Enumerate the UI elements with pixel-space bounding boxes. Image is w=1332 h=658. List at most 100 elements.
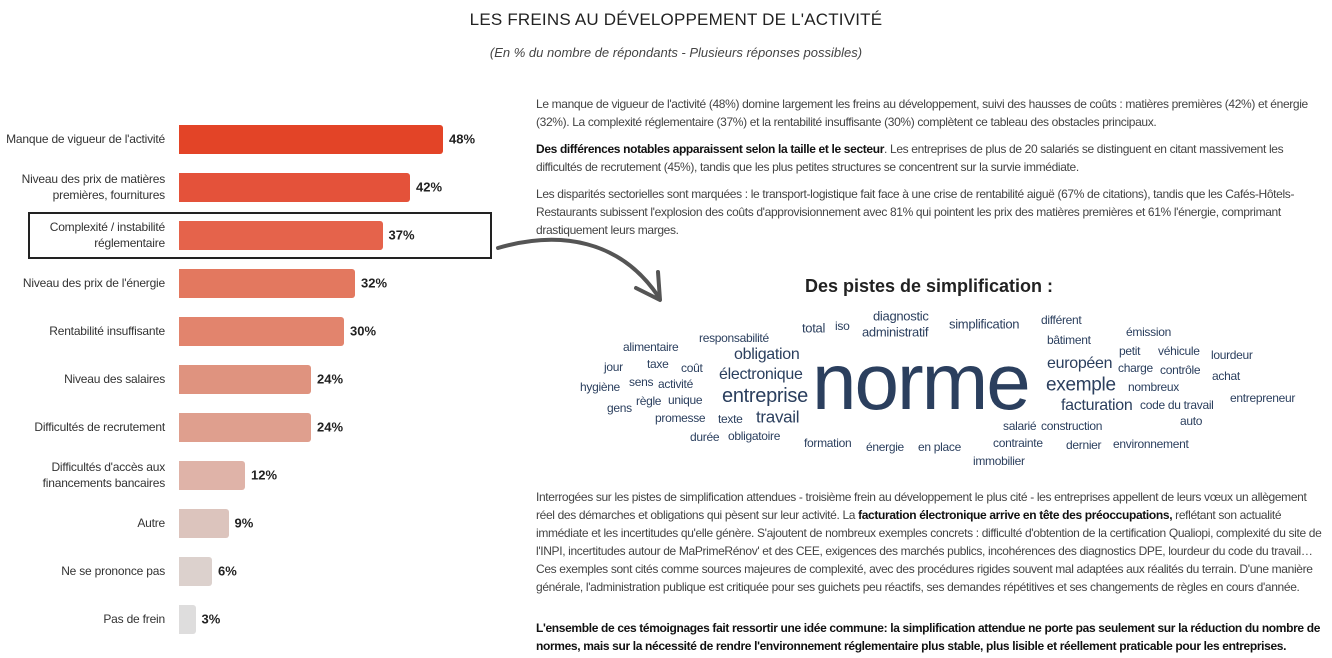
paragraph-simplification-b: reflétant son actualité immédiate et les… <box>536 508 1322 594</box>
cloud-word: véhicule <box>1158 344 1200 358</box>
cloud-word: électronique <box>719 366 803 383</box>
cloud-word: sens <box>629 375 654 389</box>
bar <box>179 173 410 202</box>
bar <box>179 413 311 442</box>
bar-value-label: 24% <box>317 371 344 387</box>
chart-subtitle: (En % du nombre de répondants - Plusieur… <box>489 45 863 60</box>
bar-value-label: 42% <box>416 179 443 195</box>
bar-value-label: 12% <box>251 467 278 483</box>
paragraph-differences: Des différences notables apparaissent se… <box>536 140 1326 176</box>
bar-label: Pas de frein <box>103 612 165 626</box>
cloud-word: simplification <box>949 316 1020 332</box>
cloud-word: activité <box>658 377 693 391</box>
cloud-word: dernier <box>1066 438 1102 452</box>
cloud-word: norme <box>812 337 1031 426</box>
highlight-box <box>28 212 492 259</box>
bar-label: Difficultés d'accès aux financements ban… <box>42 460 166 490</box>
cloud-word: contrainte <box>993 436 1043 450</box>
cloud-word: travail <box>756 407 800 427</box>
paragraph-sectors: Les disparités sectorielles sont marquée… <box>536 187 1295 237</box>
bar-value-label: 37% <box>388 227 415 243</box>
bar-label: Difficultés de recrutement <box>34 420 165 434</box>
bar <box>179 509 229 538</box>
cloud-word: total <box>802 320 826 336</box>
bar-label: Niveau des salaires <box>64 372 165 386</box>
paragraph-conclusion-bold: L'ensemble de ces témoignages fait resso… <box>536 621 1321 653</box>
paragraph-simplification: Interrogées sur les pistes de simplifica… <box>536 488 1326 596</box>
wordcloud-title: Des pistes de simplification : <box>804 276 1054 296</box>
cloud-word: énergie <box>866 440 904 454</box>
cloud-word: durée <box>690 430 720 444</box>
cloud-word: responsabilité <box>699 331 769 345</box>
bar <box>179 557 212 586</box>
cloud-word: alimentaire <box>623 340 679 354</box>
cloud-word: administratif <box>862 324 929 340</box>
cloud-word: entrepreneur <box>1230 391 1296 405</box>
bar-value-label: 6% <box>218 563 237 579</box>
cloud-word: lourdeur <box>1211 348 1253 362</box>
bar <box>179 221 383 250</box>
paragraph-differences-text: . Les entreprises de plus de 20 salariés… <box>536 142 1284 174</box>
cloud-word: texte <box>718 412 743 426</box>
bar-label: Complexité / instabilité réglementaire <box>49 220 165 250</box>
cloud-word: européen <box>1047 355 1113 372</box>
cloud-word: gens <box>607 401 632 415</box>
bar <box>179 461 245 490</box>
bar-value-label: 9% <box>234 515 254 531</box>
bar-value-label: 32% <box>361 275 388 291</box>
paragraph-summary: Le manque de vigueur de l'activité (48%)… <box>536 97 1308 129</box>
cloud-word: contrôle <box>1160 363 1201 377</box>
cloud-word: obligatoire <box>728 429 781 443</box>
cloud-word: unique <box>668 393 703 407</box>
bar <box>179 317 344 346</box>
bar-label: Rentabilité insuffisante <box>49 324 165 338</box>
bar-label: Ne se prononce pas <box>61 564 165 578</box>
cloud-word: bâtiment <box>1047 333 1091 347</box>
bar <box>179 365 311 394</box>
cloud-word: achat <box>1212 369 1240 383</box>
cloud-word: promesse <box>655 411 706 425</box>
cloud-word: charge <box>1118 361 1153 375</box>
cloud-word: diagnostic <box>873 308 929 324</box>
bar-label: Niveau des prix de matières premières, f… <box>21 172 166 202</box>
paragraph-simplification-a: Interrogées sur les pistes de simplifica… <box>536 490 1307 522</box>
cloud-word: obligation <box>734 346 800 363</box>
cloud-word: construction <box>1041 419 1103 433</box>
bar-label: Autre <box>137 516 165 530</box>
cloud-word: taxe <box>647 357 669 371</box>
cloud-word: règle <box>636 394 662 408</box>
bar-value-label: 3% <box>201 611 221 627</box>
cloud-word: petit <box>1119 344 1141 358</box>
cloud-word: iso <box>835 319 850 333</box>
cloud-word: exemple <box>1046 374 1116 396</box>
bar-value-label: 24% <box>317 419 344 435</box>
bar-value-label: 48% <box>449 131 476 147</box>
bar-value-label: 30% <box>350 323 377 339</box>
cloud-word: facturation <box>1061 397 1133 414</box>
cloud-word: code du travail <box>1140 398 1214 412</box>
cloud-word: différent <box>1041 313 1082 327</box>
cloud-word: entreprise <box>722 385 808 407</box>
cloud-word: immobilier <box>973 454 1025 468</box>
cloud-word: formation <box>804 436 852 450</box>
cloud-word: hygiène <box>580 380 620 394</box>
cloud-word: coût <box>681 361 703 375</box>
chart-title: LES FREINS AU DÉVELOPPEMENT DE L'ACTIVIT… <box>469 10 883 29</box>
paragraph-simplification-bold: facturation électronique arrive en tête … <box>858 508 1173 522</box>
cloud-word: émission <box>1126 325 1171 339</box>
bar <box>179 605 196 634</box>
bar <box>179 125 443 154</box>
bar-label: Manque de vigueur de l'activité <box>6 132 165 146</box>
cloud-word: auto <box>1180 414 1203 428</box>
paragraph-conclusion: L'ensemble de ces témoignages fait resso… <box>536 619 1326 655</box>
bar-label: Niveau des prix de l'énergie <box>22 276 165 290</box>
cloud-word: en place <box>918 440 961 454</box>
cloud-word: jour <box>604 360 623 374</box>
cloud-word: nombreux <box>1128 380 1179 394</box>
curved-arrow-icon <box>496 237 662 302</box>
cloud-word: salarié <box>1003 419 1037 433</box>
bar <box>179 269 355 298</box>
cloud-word: environnement <box>1113 437 1189 451</box>
paragraph-differences-bold: Des différences notables apparaissent se… <box>536 142 885 156</box>
